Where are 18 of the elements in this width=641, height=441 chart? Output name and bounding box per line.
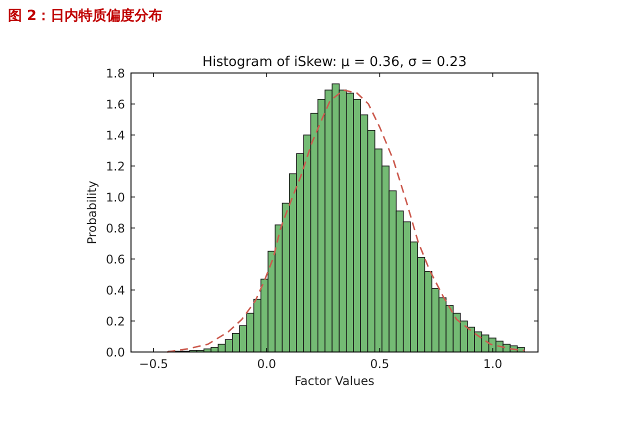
x-tick-label: 0.5 [370,357,390,371]
x-axis-title: Factor Values [294,374,374,388]
y-tick-label: 1.6 [106,97,125,112]
y-tick-label: 0.6 [106,252,125,266]
y-tick-label: 1.2 [106,159,125,174]
y-tick-label: 1.0 [106,190,125,204]
y-tick-label: 1.8 [106,66,125,80]
y-tick-label: 0.4 [106,283,125,298]
chart-subtitle: Histogram of iSkew: μ = 0.36, σ = 0.23 [202,54,467,70]
x-tick-label: 0.0 [257,357,276,371]
y-tick-label: 1.4 [106,128,125,142]
x-tick-label: 1.0 [483,357,502,371]
y-tick-label: 0.0 [106,345,125,360]
chart-title: 图 2：日内特质偏度分布 [8,7,163,24]
y-tick-label: 0.2 [106,314,125,328]
x-tick-label: −0.5 [139,357,168,371]
y-tick-label: 0.8 [106,221,125,236]
y-axis-title: Probability [85,180,99,244]
